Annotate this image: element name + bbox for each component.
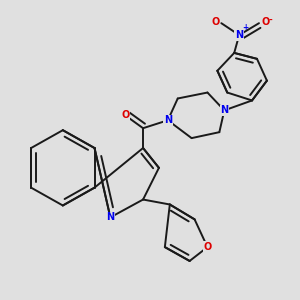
Text: -: - bbox=[268, 16, 272, 25]
Text: O: O bbox=[212, 17, 220, 27]
Text: N: N bbox=[164, 115, 172, 125]
Text: O: O bbox=[203, 242, 211, 252]
Text: N: N bbox=[235, 30, 243, 40]
Text: +: + bbox=[242, 23, 248, 32]
Text: N: N bbox=[106, 212, 114, 222]
Text: N: N bbox=[220, 105, 228, 116]
Text: O: O bbox=[262, 17, 270, 27]
Text: O: O bbox=[121, 110, 129, 120]
